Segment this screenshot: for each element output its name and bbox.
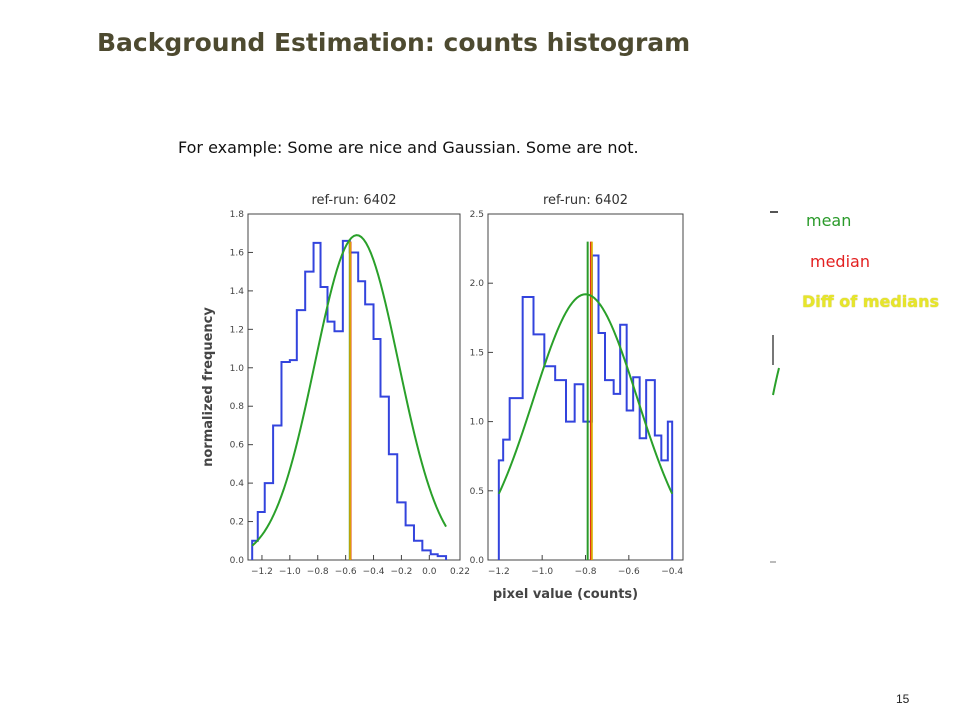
y-tick-label: 1.0 [470,418,485,428]
x-tick-label: −0.6 [618,567,640,577]
y-tick-label: 0.5 [470,487,484,497]
y-tick-label: 1.0 [230,364,245,374]
gaussian-fit-curve [251,234,447,547]
x-tick-label: 0.22 [450,567,470,577]
x-tick-label: −0.4 [363,567,385,577]
y-tick-label: 0.2 [230,518,244,528]
clipped-plot-curve [772,367,780,396]
x-tick-label: −1.2 [488,567,510,577]
histogram-figure-svg: ref-run: 6402 0.0 0.2 0.4 0.6 0.8 1.0 1.2 1.4 1.6… [201,193,684,602]
x-tick-label: 0.0 [422,567,437,577]
legend-mean: mean [806,211,852,230]
gaussian-fit-curve [497,293,674,495]
plot-1: ref-run: 6402 0.0 0.2 0.4 0.6 0.8 1.0 1.2 1.4 1.6… [201,193,470,577]
x-tick-label: −0.4 [661,567,683,577]
y-tick-label: 0.8 [230,402,245,412]
y-tick-label: 0.4 [230,479,245,489]
y-tick-label: 2.0 [470,279,485,289]
y-tick-label: 1.6 [230,248,245,258]
clipped-third-plot [770,211,780,563]
slide-title: Background Estimation: counts histogram [97,28,691,57]
y-tick-label: 1.2 [230,325,244,335]
y-tick-label: 0.0 [230,556,245,566]
y-tick-label: 2.5 [470,210,484,220]
histogram-figure: ref-run: 6402 0.0 0.2 0.4 0.6 0.8 1.0 1.2 1.4 1.6… [188,182,788,612]
y-axis-label: normalized frequency [201,307,216,467]
x-tick-label: −1.2 [251,567,273,577]
plot-frame [247,213,461,561]
x-tick-label: −1.0 [279,567,301,577]
plot-title: ref-run: 6402 [311,193,396,208]
y-tick-label: 0.0 [470,556,485,566]
y-tick-label: 0.6 [230,441,245,451]
x-axis-label: pixel value (counts) [493,587,638,602]
plot-title: ref-run: 6402 [543,193,628,208]
x-tick-label: −0.8 [575,567,597,577]
page-number: 15 [896,692,910,706]
legend-median: median [810,252,870,271]
x-tick-label: −0.6 [335,567,357,577]
histogram-steps [251,239,448,560]
x-tick-label: −0.8 [307,567,329,577]
plot-2: ref-run: 6402 0.0 0.5 1.0 1.5 2.0 2.5 −1.2 −1.0 −… [470,193,684,602]
x-tick-label: −1.0 [531,567,553,577]
plot-frame [487,213,684,561]
histogram-steps [497,254,674,560]
x-tick-label: −0.2 [390,567,412,577]
legend-diff-of-medians: Diff of medians [802,292,939,311]
y-tick-label: 1.8 [230,210,245,220]
y-tick-label: 1.4 [230,287,245,297]
slide-subtitle: For example: Some are nice and Gaussian.… [178,138,639,157]
y-tick-label: 1.5 [470,348,484,358]
